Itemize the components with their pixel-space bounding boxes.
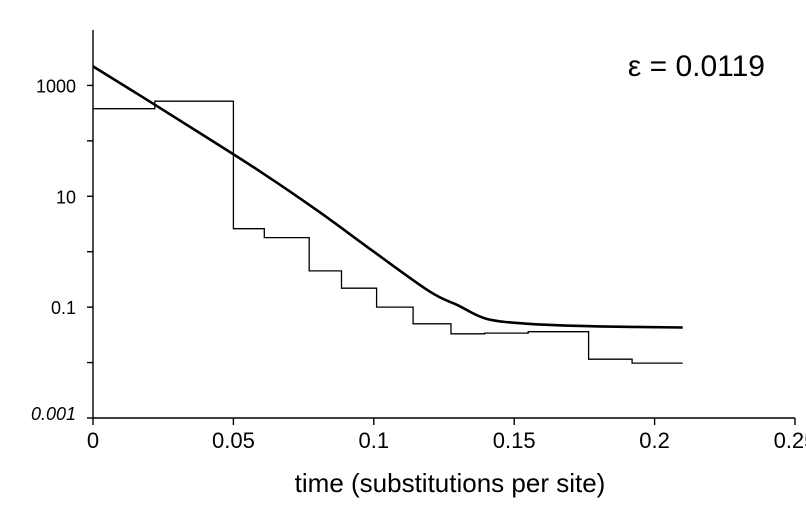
y-tick-label: 0.1 bbox=[51, 298, 76, 318]
x-tick-label: 0 bbox=[87, 428, 99, 453]
x-axis-label: time (substitutions per site) bbox=[295, 468, 606, 498]
epsilon-annotation: ε = 0.0119 bbox=[628, 50, 765, 83]
x-tick-label: 0.25 bbox=[774, 428, 806, 453]
fitted-curve-series bbox=[92, 65, 683, 329]
axes-layer bbox=[92, 30, 795, 419]
histogram-step-series bbox=[93, 100, 683, 364]
ticks-layer: 0 0.05 0.1 0.15 0.2 0.25 0.001 0.1 10 1000 bbox=[31, 76, 806, 453]
series-layer bbox=[92, 65, 683, 364]
y-tick-label: 10 bbox=[56, 187, 76, 207]
x-tick-label: 0.05 bbox=[212, 428, 255, 453]
x-tick-label: 0.2 bbox=[639, 428, 670, 453]
y-tick-label: 0.001 bbox=[31, 404, 76, 424]
y-tick-label: 1000 bbox=[36, 76, 76, 96]
x-tick-label: 0.1 bbox=[359, 428, 390, 453]
x-tick-label: 0.15 bbox=[493, 428, 536, 453]
